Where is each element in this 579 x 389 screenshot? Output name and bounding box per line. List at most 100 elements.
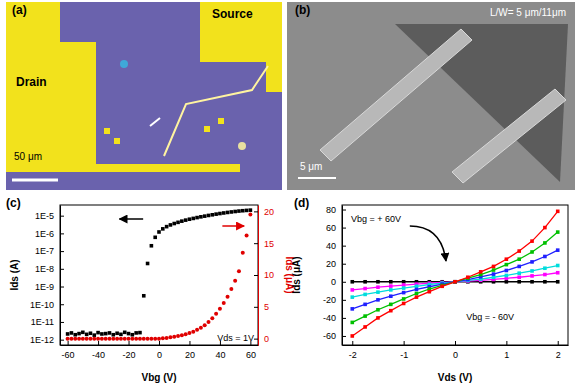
- data-point: [134, 331, 138, 335]
- data-point: [530, 260, 534, 264]
- tick: 1E-6: [35, 229, 64, 239]
- tick: 60: [246, 341, 256, 360]
- y-axis-title: Ids (μA): [291, 256, 302, 293]
- data-point: [127, 332, 131, 336]
- data-point: [389, 284, 393, 288]
- tick-label: -2: [349, 350, 357, 360]
- tick-label: 0: [264, 334, 269, 344]
- tick-label: 1E-5: [35, 211, 54, 221]
- data-point: [530, 239, 534, 243]
- tick-mark: [342, 282, 346, 283]
- panel-b: (b)L/W= 5 μm/11μm5 μm: [287, 2, 575, 190]
- tick-label: 0: [331, 277, 336, 287]
- tick-label: 80: [326, 205, 336, 215]
- axis-line: [258, 206, 259, 346]
- tick-mark: [254, 243, 258, 244]
- alignment-mark: [204, 126, 210, 132]
- data-point: [556, 230, 560, 234]
- axis: -60-40-20020406080: [323, 205, 346, 346]
- data-point: [376, 298, 380, 302]
- plot-area: [66, 208, 253, 340]
- tick: 1E-7: [35, 246, 64, 256]
- data-point: [77, 337, 81, 341]
- data-point: [218, 212, 222, 216]
- data-point: [211, 213, 215, 217]
- tick: 20: [254, 207, 274, 217]
- tick: -2: [349, 341, 357, 360]
- tick: 0: [254, 334, 269, 344]
- chart: -2-1012-60-40-20020406080(d)Vds (V)Ids (…: [291, 196, 569, 383]
- data-point: [241, 251, 245, 255]
- tick-label: 20: [185, 350, 195, 360]
- data-point: [149, 337, 153, 341]
- data-point: [350, 334, 354, 338]
- data-point: [415, 284, 419, 288]
- data-point: [73, 333, 77, 337]
- data-point: [112, 333, 116, 337]
- tick-label: 1: [504, 350, 509, 360]
- tick-label: -60: [323, 331, 336, 341]
- tick-label: -1: [400, 350, 408, 360]
- electrode: [452, 89, 566, 183]
- data-point: [66, 337, 70, 341]
- tick: 20: [326, 259, 346, 269]
- lead-line: [164, 66, 268, 156]
- data-point: [115, 337, 119, 341]
- data-point: [556, 264, 560, 268]
- tick-mark: [342, 300, 346, 301]
- data-point: [130, 337, 134, 341]
- data-point: [131, 333, 135, 337]
- data-point: [389, 294, 393, 298]
- data-point: [104, 332, 108, 336]
- tick-label: -20: [123, 350, 136, 360]
- series-line: [352, 250, 557, 309]
- tick-mark: [60, 340, 64, 341]
- data-point: [165, 225, 169, 229]
- data-point: [363, 287, 367, 291]
- tick-mark: [506, 341, 507, 345]
- data-point: [556, 280, 560, 284]
- sem-background: [287, 2, 575, 190]
- axis: 05101520: [254, 206, 274, 346]
- tick: 1: [504, 341, 509, 360]
- arrow: [119, 218, 143, 220]
- electrode-label: Source: [212, 7, 253, 21]
- data-point: [172, 335, 176, 339]
- channel: [150, 118, 160, 126]
- tick-mark: [342, 210, 346, 211]
- data-point: [248, 213, 252, 217]
- data-point: [453, 280, 457, 284]
- data-point: [180, 333, 184, 337]
- y-axis-title: Ids (A): [9, 259, 20, 290]
- tick-mark: [342, 264, 346, 265]
- data-point: [233, 279, 237, 283]
- flake: [395, 24, 568, 182]
- data-point: [453, 280, 457, 284]
- tick-label: 1E-11: [31, 317, 54, 327]
- arrow: [410, 226, 446, 261]
- axis-line: [60, 206, 61, 346]
- data-point: [92, 333, 96, 337]
- data-point: [207, 214, 211, 218]
- tick-mark: [254, 211, 258, 212]
- tick-mark: [558, 341, 559, 345]
- data-point: [119, 333, 123, 337]
- data-point: [505, 257, 509, 261]
- plot-frame: [60, 205, 258, 345]
- data-point: [556, 271, 560, 275]
- tick-label: 40: [215, 350, 225, 360]
- data-point: [100, 337, 104, 341]
- data-point: [165, 336, 169, 340]
- data-point: [199, 215, 203, 219]
- panel-label: (d): [294, 196, 309, 210]
- tick-label: 10: [264, 270, 274, 280]
- data-point: [389, 309, 393, 313]
- data-point: [440, 284, 444, 288]
- data-point: [376, 285, 380, 289]
- data-point: [81, 337, 85, 341]
- data-point: [453, 280, 457, 284]
- tick: 1E-5: [35, 211, 64, 221]
- data-point: [543, 280, 547, 284]
- tick: -60: [323, 331, 346, 341]
- data-point: [350, 280, 354, 284]
